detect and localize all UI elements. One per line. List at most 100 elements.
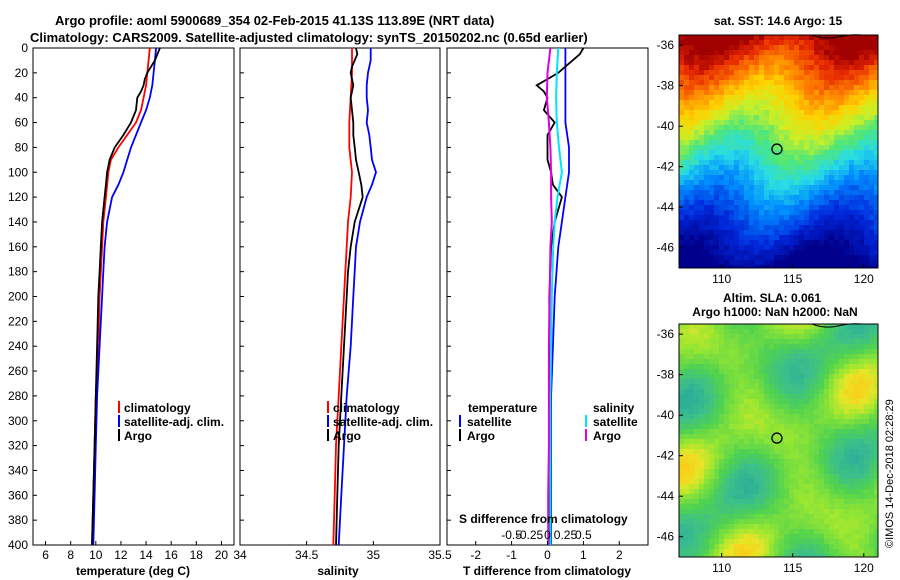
map-cell: [844, 389, 849, 394]
map-cell: [684, 424, 689, 429]
map-cell: [819, 419, 824, 424]
map-cell: [804, 424, 809, 429]
map-cell: [794, 65, 799, 70]
map-cell: [739, 140, 744, 145]
map-cell: [704, 245, 709, 250]
map-cell: [804, 245, 809, 250]
map-cell: [709, 534, 714, 539]
map-cell: [739, 389, 744, 394]
map-cell: [814, 260, 819, 265]
map-cell: [839, 514, 844, 519]
map-cell: [829, 389, 834, 394]
map-cell: [854, 554, 859, 557]
map-cell: [749, 220, 754, 225]
map-cell: [854, 414, 859, 419]
map-cell: [869, 474, 874, 479]
map-cell: [874, 449, 878, 454]
map-cell: [739, 539, 744, 544]
map-cell: [849, 220, 854, 225]
map-cell: [759, 60, 764, 65]
map-cell: [754, 195, 759, 200]
map-cell: [844, 464, 849, 469]
map-cell: [809, 329, 814, 334]
map-cell: [849, 489, 854, 494]
map-cell: [819, 424, 824, 429]
map-cell: [739, 524, 744, 529]
map-cell: [834, 534, 839, 539]
map-cell: [814, 324, 819, 329]
legend-title-salinity: salinity: [593, 401, 635, 415]
salinity-axes: [239, 47, 441, 546]
map-cell: [829, 409, 834, 414]
map-cell: [754, 255, 759, 260]
map-cell: [789, 105, 794, 110]
map-cell: [824, 449, 829, 454]
map-cell: [699, 529, 704, 534]
map-cell: [769, 354, 774, 359]
map-cell: [719, 115, 724, 120]
map-cell: [854, 150, 859, 155]
map-cell: [859, 220, 864, 225]
map-cell: [764, 45, 769, 50]
map-cell: [864, 494, 869, 499]
map-cell: [774, 509, 779, 514]
map-cell: [734, 200, 739, 205]
map-cell: [689, 334, 694, 339]
map-cell: [754, 230, 759, 235]
map-cell: [799, 165, 804, 170]
map-cell: [779, 120, 784, 125]
map-cell: [689, 384, 694, 389]
map-cell: [679, 529, 684, 534]
map-cell: [859, 329, 864, 334]
map-cell: [809, 170, 814, 175]
map-cell: [694, 344, 699, 349]
map-cell: [824, 220, 829, 225]
map-cell: [694, 379, 699, 384]
map-cell: [744, 534, 749, 539]
map-cell: [729, 369, 734, 374]
map-cell: [719, 85, 724, 90]
map-cell: [794, 329, 799, 334]
map-cell: [734, 449, 739, 454]
map-cell: [774, 145, 779, 150]
map-cell: [689, 329, 694, 334]
map-cell: [839, 200, 844, 205]
map-cell: [744, 459, 749, 464]
map-cell: [749, 354, 754, 359]
map-cell: [709, 389, 714, 394]
map-cell: [824, 524, 829, 529]
map-cell: [779, 185, 784, 190]
map-cell: [774, 354, 779, 359]
map-cell: [739, 195, 744, 200]
map-cell: [844, 379, 849, 384]
map-cell: [704, 514, 709, 519]
map-cell: [784, 185, 789, 190]
map-cell: [794, 384, 799, 389]
map-cell: [799, 344, 804, 349]
map-cell: [724, 50, 729, 55]
map-cell: [784, 120, 789, 125]
map-cell: [779, 384, 784, 389]
map-cell: [864, 200, 869, 205]
map-cell: [844, 354, 849, 359]
map-cell: [864, 150, 869, 155]
map-cell: [704, 50, 709, 55]
map-cell: [719, 374, 724, 379]
depth-tick-label: 300: [8, 414, 28, 428]
map-cell: [829, 514, 834, 519]
map-cell: [714, 105, 719, 110]
map-cell: [829, 65, 834, 70]
map-cell: [684, 364, 689, 369]
map-cell: [854, 459, 859, 464]
map-cell: [824, 205, 829, 210]
map-cell: [839, 524, 844, 529]
map-cell: [844, 499, 849, 504]
map-cell: [694, 145, 699, 150]
map-cell: [859, 190, 864, 195]
map-cell: [799, 215, 804, 220]
map-cell: [869, 349, 874, 354]
map-cell: [869, 484, 874, 489]
map-cell: [774, 454, 779, 459]
map-cell: [704, 419, 709, 424]
map-cell: [829, 80, 834, 85]
